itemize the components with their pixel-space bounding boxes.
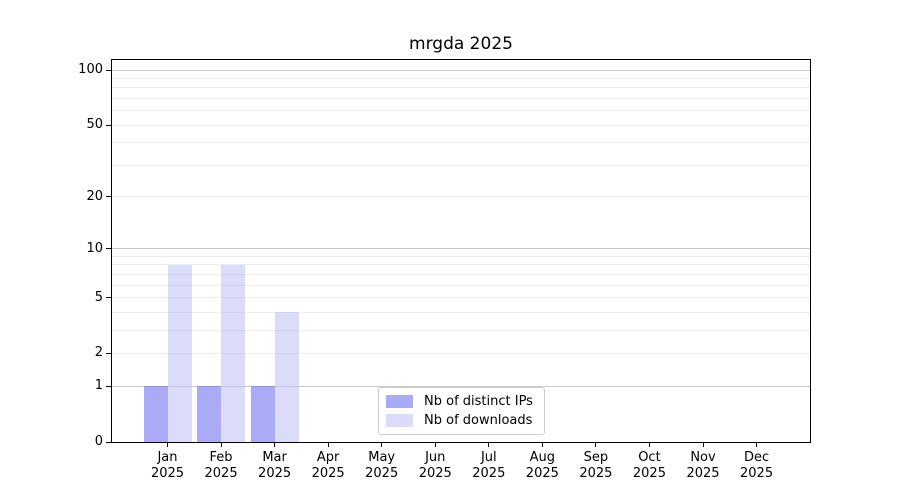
x-tick-year: 2025	[365, 466, 399, 481]
gridline-major-1	[112, 385, 810, 387]
x-tick-year: 2025	[150, 466, 185, 481]
x-tick-month: Apr	[316, 450, 340, 465]
x-tick-label-jan: Jan 2025	[136, 450, 200, 482]
y-tick-label-5: 5	[94, 289, 103, 305]
y-tick-0	[106, 441, 111, 443]
chart-title: mrgda 2025	[409, 34, 513, 54]
y-tick-label-2: 2	[94, 345, 103, 361]
y-tick-label-20: 20	[86, 188, 103, 204]
x-tick-aug	[541, 442, 543, 447]
x-tick-year: 2025	[632, 466, 666, 481]
y-tick-label-1: 1	[94, 378, 103, 394]
x-tick-month: Mar	[262, 450, 287, 465]
gridline-minor-9	[112, 255, 810, 257]
legend-label-downloads: Nb of downloads	[424, 413, 533, 428]
x-tick-month: May	[368, 450, 396, 465]
gridline-minor-50	[112, 124, 810, 126]
x-tick-dec	[756, 442, 758, 447]
x-tick-may	[381, 442, 383, 447]
gridline-minor-90	[112, 77, 810, 79]
gridline-minor-30	[112, 164, 810, 166]
x-tick-label-oct: Oct 2025	[617, 450, 681, 482]
gridline-minor-70	[112, 97, 810, 99]
gridline-major-10	[112, 248, 810, 250]
x-tick-label-apr: Apr 2025	[296, 450, 360, 482]
y-tick-label-0: 0	[94, 434, 103, 449]
legend-swatch-downloads	[386, 414, 413, 427]
gridline-minor-60	[112, 110, 810, 112]
x-tick-label-may: May 2025	[350, 450, 414, 482]
x-tick-oct	[648, 442, 650, 447]
gridline-minor-8	[112, 264, 810, 266]
x-tick-year: 2025	[311, 466, 345, 481]
plot-area: 0 1 2 5 10 20 50 100 Jan 2025 Feb 2025 Mar 2025 Apr 202…	[78, 59, 811, 481]
x-tick-feb	[220, 442, 222, 447]
x-tick-label-aug: Aug 2025	[510, 450, 574, 482]
x-tick-month: Jun	[425, 450, 446, 465]
y-tick-50	[106, 124, 111, 126]
bar-downloads-feb	[221, 264, 246, 442]
x-tick-year: 2025	[579, 466, 613, 481]
x-tick-label-jul: Jul 2025	[457, 450, 521, 482]
x-tick-label-nov: Nov 2025	[671, 450, 735, 482]
x-tick-mar	[274, 442, 276, 447]
y-tick-label-50: 50	[86, 117, 103, 133]
x-tick-label-feb: Feb 2025	[189, 450, 253, 482]
x-tick-label-mar: Mar 2025	[243, 450, 307, 482]
y-tick-1	[106, 385, 111, 387]
legend-label-distinct-ips: Nb of distinct IPs	[424, 394, 533, 409]
x-tick-month: Feb	[209, 450, 233, 465]
x-tick-year: 2025	[525, 466, 559, 481]
x-tick-month: Dec	[743, 450, 770, 465]
x-tick-year: 2025	[686, 466, 720, 481]
legend-item-distinct-ips: Nb of distinct IPs	[386, 394, 544, 409]
gridline-minor-7	[112, 273, 810, 275]
x-tick-month: Jan	[157, 450, 178, 465]
x-tick-nov	[702, 442, 704, 447]
y-tick-10	[106, 248, 111, 250]
x-tick-year: 2025	[258, 466, 292, 481]
x-tick-jun	[434, 442, 436, 447]
x-tick-month: Sep	[583, 450, 609, 465]
x-tick-label-sep: Sep 2025	[564, 450, 628, 482]
x-tick-apr	[327, 442, 329, 447]
legend-swatch-distinct-ips	[386, 395, 413, 408]
gridline-minor-80	[112, 87, 810, 89]
y-tick-label-10: 10	[86, 240, 103, 256]
bar-downloads-jan	[167, 264, 192, 442]
x-tick-month: Aug	[529, 450, 556, 465]
x-tick-jan	[167, 442, 168, 447]
x-tick-month: Jul	[480, 450, 497, 465]
gridline-major-100	[112, 69, 810, 71]
bar-downloads-mar	[274, 312, 299, 442]
y-tick-100	[106, 69, 111, 71]
x-tick-year: 2025	[740, 466, 774, 481]
x-tick-jul	[488, 442, 490, 447]
legend-item-downloads: Nb of downloads	[386, 413, 544, 428]
x-tick-label-dec: Dec 2025	[725, 450, 789, 482]
x-tick-label-jun: Jun 2025	[403, 450, 467, 482]
gridline-minor-3	[112, 329, 810, 331]
y-tick-2	[106, 352, 111, 354]
x-tick-year: 2025	[472, 466, 506, 481]
bar-distinct-ips-feb	[197, 386, 222, 442]
gridline-minor-4	[112, 311, 810, 313]
gridline-minor-2	[112, 352, 810, 354]
bar-distinct-ips-mar	[250, 386, 275, 442]
gridline-minor-40	[112, 142, 810, 144]
x-tick-year: 2025	[204, 466, 238, 481]
gridline-minor-5	[112, 297, 810, 299]
x-tick-month: Nov	[690, 450, 716, 465]
x-tick-sep	[595, 442, 597, 447]
x-tick-month: Oct	[638, 450, 661, 465]
legend: Nb of distinct IPs Nb of downloads	[378, 387, 545, 435]
x-tick-year: 2025	[418, 466, 452, 481]
y-tick-5	[106, 297, 111, 299]
y-tick-20	[106, 196, 111, 198]
y-tick-label-100: 100	[78, 62, 103, 78]
bar-distinct-ips-jan	[143, 386, 168, 442]
gridline-minor-6	[112, 284, 810, 286]
gridline-minor-20	[112, 196, 810, 198]
